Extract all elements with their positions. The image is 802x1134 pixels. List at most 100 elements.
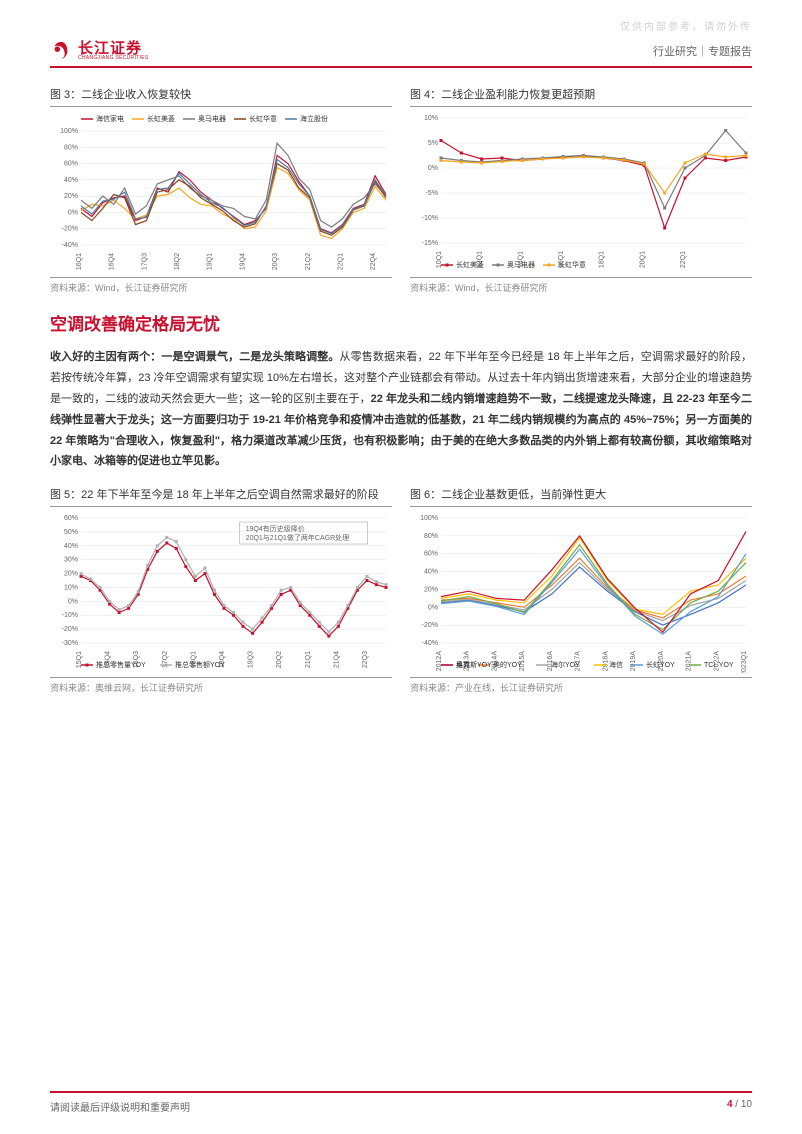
svg-text:20%: 20% xyxy=(64,571,78,578)
svg-text:-40%: -40% xyxy=(62,242,78,249)
svg-text:长虹华意: 长虹华意 xyxy=(249,114,277,123)
footer-disclaimer: 请阅读最后评级说明和重要声明 xyxy=(50,1099,190,1114)
svg-text:17Q3: 17Q3 xyxy=(141,253,148,270)
chart-6-title: 图 6：二线企业基数更低，当前弹性更大 xyxy=(410,486,752,507)
svg-text:22Q1: 22Q1 xyxy=(337,253,344,270)
svg-text:50%: 50% xyxy=(64,529,78,536)
svg-text:海尔YOY: 海尔YOY xyxy=(551,660,580,669)
svg-text:-20%: -20% xyxy=(62,626,78,633)
svg-text:22Q3: 22Q3 xyxy=(362,651,369,668)
svg-text:2023Q1: 2023Q1 xyxy=(741,651,748,673)
svg-text:海信家电: 海信家电 xyxy=(96,114,124,123)
logo-icon xyxy=(50,40,72,62)
svg-text:22Q1: 22Q1 xyxy=(680,251,687,268)
svg-text:30%: 30% xyxy=(64,557,78,564)
chart-4-source: 资料来源：Wind，长江证券研究所 xyxy=(410,277,752,294)
svg-text:21Q2: 21Q2 xyxy=(305,253,312,270)
body-paragraph: 收入好的主因有两个：一是空调景气，二是龙头策略调整。从零售数据来看，22 年下半… xyxy=(50,347,752,472)
svg-text:19Q3: 19Q3 xyxy=(248,651,255,668)
svg-text:40%: 40% xyxy=(64,177,78,184)
section-title: 空调改善确定格局无忧 xyxy=(50,310,752,335)
chart-4: 图 4：二线企业盈利能力恢复更超预期 -15%-10%-5%0%5%10%10Q… xyxy=(410,86,752,294)
svg-text:22Q4: 22Q4 xyxy=(370,253,377,270)
svg-text:5%: 5% xyxy=(428,140,438,147)
svg-text:-10%: -10% xyxy=(62,613,78,620)
chart-3-source: 资料来源：Wind，长江证券研究所 xyxy=(50,277,392,294)
svg-text:长虹YOY: 长虹YOY xyxy=(646,660,675,669)
svg-text:21Q1: 21Q1 xyxy=(305,651,312,668)
watermark: 仅供内部参考，请勿外传 xyxy=(620,18,752,33)
svg-text:长虹美菱: 长虹美菱 xyxy=(456,260,484,269)
svg-text:80%: 80% xyxy=(424,533,438,540)
svg-text:-20%: -20% xyxy=(422,622,438,629)
svg-text:21Q4: 21Q4 xyxy=(333,651,340,668)
svg-text:60%: 60% xyxy=(64,515,78,522)
header-category: 行业研究｜专题报告 xyxy=(653,43,752,59)
svg-text:18Q1: 18Q1 xyxy=(599,251,606,268)
svg-text:20Q3: 20Q3 xyxy=(272,253,279,270)
chart-6-source: 资料来源：产业在线，长江证券研究所 xyxy=(410,677,752,694)
page-footer: 请阅读最后评级说明和重要声明 4 / 10 xyxy=(0,1091,802,1114)
svg-text:40%: 40% xyxy=(424,569,438,576)
svg-text:-30%: -30% xyxy=(62,640,78,647)
svg-text:10%: 10% xyxy=(424,115,438,122)
svg-text:TCL YOY: TCL YOY xyxy=(704,662,734,669)
logo: 长江证券 CHANGJIANG SECURITIES xyxy=(50,40,148,62)
chart-4-title: 图 4：二线企业盈利能力恢复更超预期 xyxy=(410,86,752,107)
svg-text:美的YOY: 美的YOY xyxy=(493,660,522,669)
svg-text:-40%: -40% xyxy=(422,640,438,647)
svg-text:海信: 海信 xyxy=(609,660,623,669)
svg-text:奥克斯YOY: 奥克斯YOY xyxy=(456,660,492,669)
svg-text:海立股份: 海立股份 xyxy=(300,114,328,123)
svg-text:16Q1: 16Q1 xyxy=(76,253,83,270)
svg-text:-10%: -10% xyxy=(422,215,438,222)
svg-text:推总零售额YOY: 推总零售额YOY xyxy=(175,660,225,669)
svg-text:20%: 20% xyxy=(424,587,438,594)
svg-text:奥马电器: 奥马电器 xyxy=(198,114,226,123)
svg-text:-15%: -15% xyxy=(422,240,438,247)
svg-text:长虹美菱: 长虹美菱 xyxy=(147,114,175,123)
svg-text:-5%: -5% xyxy=(426,190,438,197)
svg-text:100%: 100% xyxy=(420,515,438,522)
logo-text-en: CHANGJIANG SECURITIES xyxy=(78,56,148,61)
chart-3-title: 图 3：二线企业收入恢复较快 xyxy=(50,86,392,107)
logo-text-cn: 长江证券 xyxy=(78,41,148,56)
chart-5-svg: -30%-20%-10%0%10%20%30%40%50%60%15Q115Q4… xyxy=(50,513,392,673)
svg-text:0%: 0% xyxy=(428,605,438,612)
svg-text:19Q4有历史级降价: 19Q4有历史级降价 xyxy=(246,524,305,533)
svg-text:19Q4: 19Q4 xyxy=(239,253,246,270)
svg-text:18Q2: 18Q2 xyxy=(174,253,181,270)
svg-text:100%: 100% xyxy=(60,128,78,135)
svg-text:20%: 20% xyxy=(64,193,78,200)
chart-6-svg: -40%-20%0%20%40%60%80%100%2012A2013A2014… xyxy=(410,513,752,673)
chart-3: 图 3：二线企业收入恢复较快 -40% -20% 0% 20% 40% 60% 80% 100… xyxy=(50,86,392,294)
chart-5-title: 图 5：22 年下半年至今是 18 年上半年之后空调自然需求最好的阶段 xyxy=(50,486,392,507)
svg-text:推总零售量YOY: 推总零售量YOY xyxy=(96,660,146,669)
chart-3-svg: -40% -20% 0% 20% 40% 60% 80% 100% 16Q1 16Q4 17Q3 18… xyxy=(50,113,392,273)
chart-5: 图 5：22 年下半年至今是 18 年上半年之后空调自然需求最好的阶段 -30%… xyxy=(50,486,392,694)
page-header: 长江证券 CHANGJIANG SECURITIES 行业研究｜专题报告 xyxy=(50,40,752,68)
svg-text:0%: 0% xyxy=(428,165,438,172)
svg-text:40%: 40% xyxy=(64,543,78,550)
svg-text:20Q1: 20Q1 xyxy=(639,251,646,268)
svg-text:-20%: -20% xyxy=(62,226,78,233)
svg-text:0%: 0% xyxy=(68,599,78,606)
svg-text:0%: 0% xyxy=(68,209,78,216)
svg-text:2021A: 2021A xyxy=(686,651,693,672)
svg-text:2019A: 2019A xyxy=(630,651,637,672)
page-number: 4 / 10 xyxy=(727,1099,752,1114)
chart-4-svg: -15%-10%-5%0%5%10%10Q112Q114Q116Q118Q120… xyxy=(410,113,752,273)
svg-text:20Q2: 20Q2 xyxy=(276,651,283,668)
svg-text:10%: 10% xyxy=(64,585,78,592)
svg-text:奥马电器: 奥马电器 xyxy=(507,260,535,269)
svg-text:20Q1与21Q1做了两年CAGR处理: 20Q1与21Q1做了两年CAGR处理 xyxy=(246,533,349,542)
svg-text:60%: 60% xyxy=(64,161,78,168)
svg-text:16Q4: 16Q4 xyxy=(109,253,116,270)
svg-text:19Q1: 19Q1 xyxy=(207,253,214,270)
svg-text:2012A: 2012A xyxy=(436,651,443,672)
svg-text:长虹华意: 长虹华意 xyxy=(558,260,586,269)
chart-5-source: 资料来源：奥维云网，长江证券研究所 xyxy=(50,677,392,694)
svg-text:80%: 80% xyxy=(64,144,78,151)
chart-6: 图 6：二线企业基数更低，当前弹性更大 -40% -20% 0% 20% 40% 60% 8… xyxy=(410,486,752,694)
svg-text:60%: 60% xyxy=(424,551,438,558)
